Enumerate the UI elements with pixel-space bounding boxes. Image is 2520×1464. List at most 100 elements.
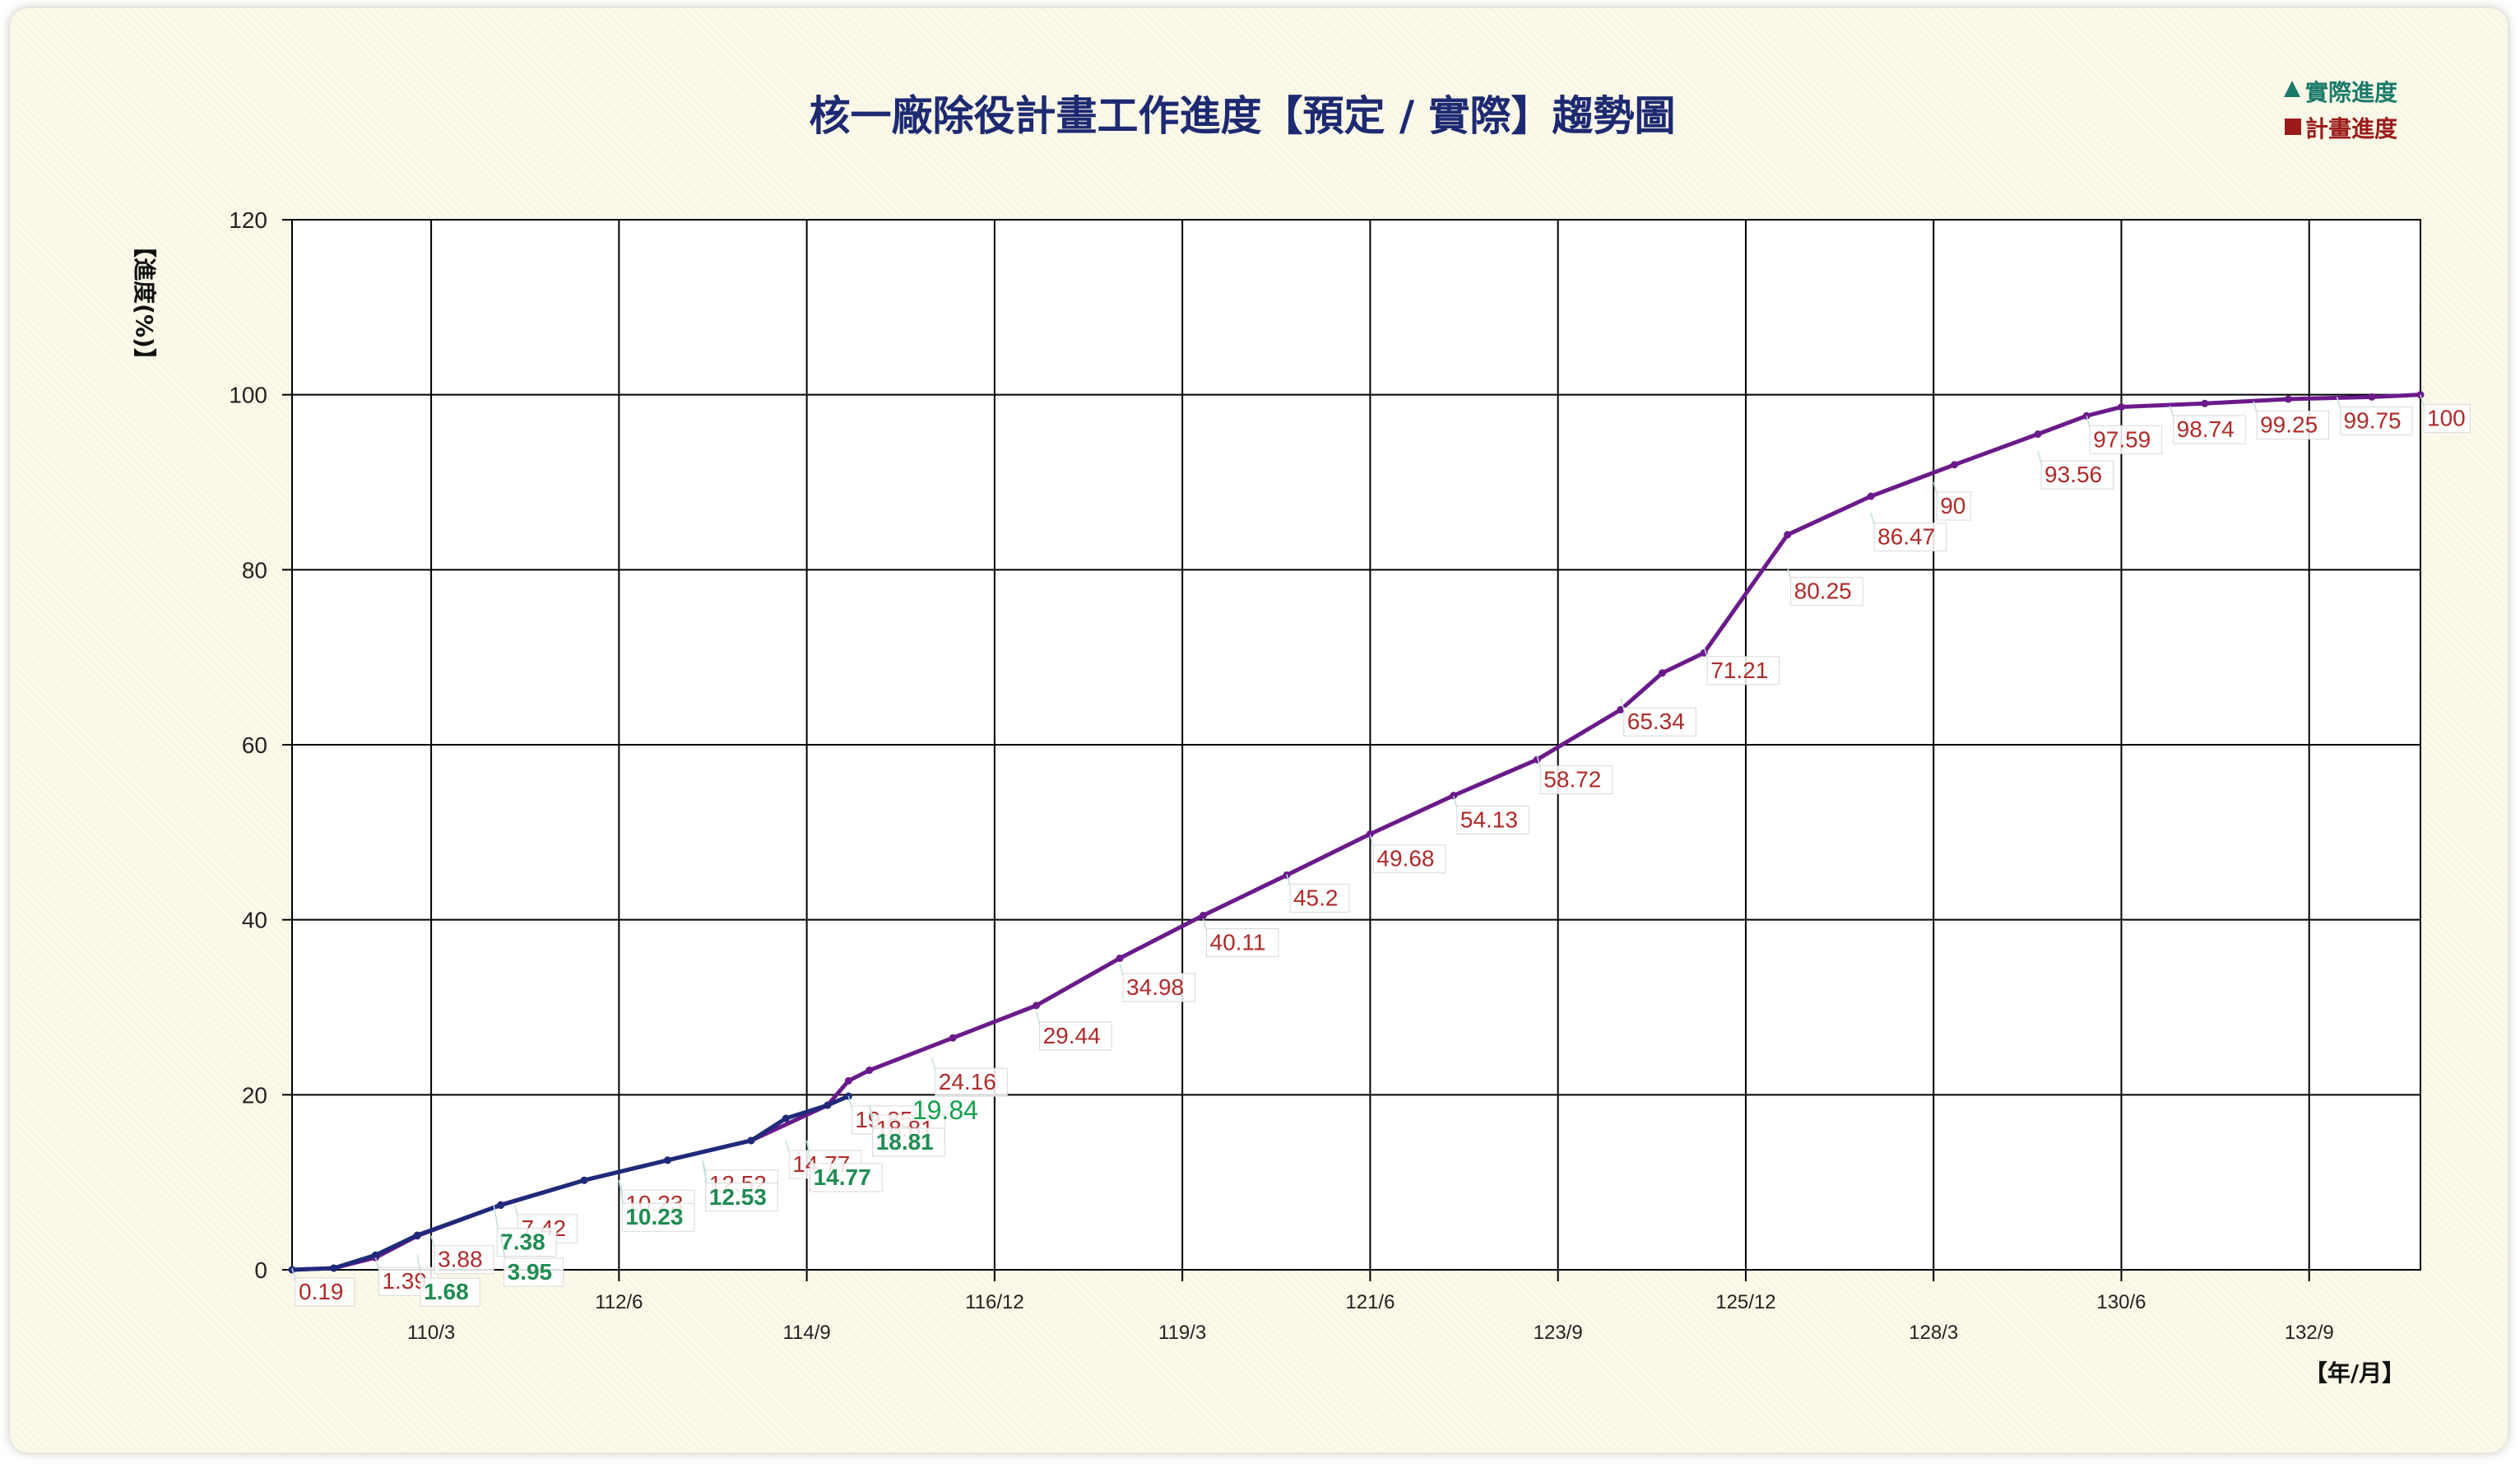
y-tick-label: 120 [229, 207, 267, 233]
plan-data-label-box [2089, 425, 2163, 454]
y-axis-label: 【進度(%)】 [131, 235, 158, 371]
plan-series-point [866, 1067, 874, 1075]
x-tick-label: 132/9 [2285, 1322, 2334, 1344]
plan-series-point [2284, 395, 2292, 403]
plan-series-point [1200, 911, 1208, 919]
actual-series-point [664, 1156, 672, 1164]
plan-data-label: 93.56 [2044, 462, 2102, 487]
plan-data-label: 45.2 [1293, 885, 1339, 910]
x-tick-label: 116/12 [965, 1291, 1024, 1313]
actual-series-point [580, 1176, 588, 1184]
actual-series-point [497, 1201, 505, 1210]
plan-data-label: 90 [1940, 493, 1965, 518]
plan-data-label: 29.44 [1043, 1023, 1101, 1048]
plan-series-point [1450, 792, 1458, 800]
actual-data-label: 14.77 [814, 1164, 871, 1190]
x-tick-label: 119/3 [1158, 1322, 1206, 1344]
x-tick-label: 114/9 [782, 1322, 830, 1344]
plan-series-point [1116, 954, 1124, 962]
x-tick-label: 128/3 [1909, 1322, 1958, 1344]
actual-series-point [782, 1114, 790, 1122]
x-tick-label: 110/3 [407, 1322, 455, 1344]
plan-data-label: 97.59 [2093, 426, 2151, 452]
actual-data-label-box [621, 1202, 695, 1232]
y-tick-label: 100 [229, 383, 267, 408]
actual-series-point [330, 1264, 338, 1272]
plan-data-label-box [2256, 411, 2330, 440]
plan-data-label-box [2340, 406, 2413, 435]
actual-series-point [371, 1251, 379, 1259]
plan-data-label-box [1456, 805, 1529, 834]
plan-data-label-box [1706, 656, 1780, 686]
plan-data-label: 0.19 [299, 1279, 344, 1304]
plan-data-label-box [2423, 404, 2471, 434]
plan-data-label-box [1936, 491, 1971, 521]
actual-data-label: 10.23 [625, 1204, 683, 1229]
plan-data-label-box [434, 1245, 494, 1275]
plan-series-point [2034, 430, 2042, 439]
y-tick-labels: 0 20 40 60 80 100 120 [229, 207, 267, 1283]
actual-data-label: 12.53 [709, 1184, 767, 1210]
actual-data-label-box [872, 1127, 945, 1157]
plan-series-point [1658, 669, 1666, 677]
plan-data-label: 3.88 [438, 1247, 483, 1272]
x-tick-label: 121/6 [1345, 1291, 1395, 1313]
plan-data-label-box [1539, 765, 1613, 795]
plan-data-label: 49.68 [1376, 846, 1434, 871]
actual-data-label-box [705, 1183, 778, 1212]
y-tick-label: 20 [242, 1082, 267, 1108]
plan-series-point [1867, 492, 1875, 500]
legend-actual-marker [2284, 81, 2300, 97]
plan-data-label: 40.11 [1210, 929, 1266, 955]
plan-data-label-box [2040, 460, 2114, 490]
plan-series-point [1033, 1002, 1041, 1010]
actual-data-label: 18.81 [876, 1129, 934, 1155]
y-tick-label: 60 [242, 732, 267, 758]
plan-series-point [1366, 830, 1374, 838]
plan-data-label: 34.98 [1126, 974, 1184, 1000]
plan-data-label-box [935, 1067, 1008, 1097]
plan-data-label: 86.47 [1877, 524, 1935, 550]
plan-data-label: 99.75 [2344, 407, 2402, 433]
plan-data-label: 99.25 [2260, 412, 2318, 438]
grid [282, 219, 2421, 1281]
x-tick-label: 123/9 [1534, 1322, 1583, 1344]
actual-data-label-box [810, 1163, 883, 1192]
plan-series-point [1617, 705, 1625, 713]
y-tick-label: 0 [254, 1257, 267, 1283]
plan-data-label-box [295, 1277, 355, 1307]
actual-data-label-box [420, 1277, 480, 1307]
plan-series-point [844, 1076, 852, 1085]
chart-title: 核一廠除役計畫工作進度【預定 / 實際】趨勢圖 [809, 92, 1675, 140]
actual-data-label: 1.68 [424, 1279, 469, 1304]
y-tick-label: 80 [242, 557, 267, 583]
actual-data-label: 7.38 [500, 1229, 545, 1255]
x-tick-labels: 110/3 112/6 114/9 116/12 119/3 121/6 123/9 125/… [407, 1291, 2334, 1344]
plan-data-label: 1.39 [382, 1268, 427, 1294]
legend-plan-marker [2285, 119, 2301, 135]
plan-data-label-box [1289, 883, 1350, 913]
plan-data-label: 71.21 [1710, 658, 1768, 683]
plan-data-label: 54.13 [1460, 806, 1518, 832]
x-tick-label: 130/6 [2096, 1291, 2146, 1313]
plan-series-point [2368, 393, 2376, 401]
plan-series-point [2117, 403, 2125, 411]
plan-data-label-box [2173, 415, 2246, 444]
plan-data-label-box [1372, 844, 1446, 874]
plan-data-label-box [1122, 973, 1196, 1002]
plan-series-point [2201, 399, 2209, 407]
x-tick-label: 112/6 [595, 1291, 643, 1313]
plan-series-point [1784, 531, 1792, 539]
latest-actual-label: 19.84 [912, 1095, 978, 1125]
y-tick-label: 40 [242, 908, 267, 933]
legend-plan-label: 計畫進度 [2305, 115, 2397, 142]
plan-data-label: 80.25 [1794, 579, 1852, 604]
legend-actual-label: 實際進度 [2305, 79, 2397, 106]
plan-data-label-box [1873, 523, 1947, 552]
plan-data-label: 58.72 [1543, 767, 1601, 792]
actual-data-label-box [504, 1257, 564, 1287]
actual-data-label-box [496, 1228, 557, 1257]
actual-series [288, 1092, 852, 1274]
plan-series-point [949, 1034, 957, 1042]
actual-series-point [413, 1231, 421, 1239]
